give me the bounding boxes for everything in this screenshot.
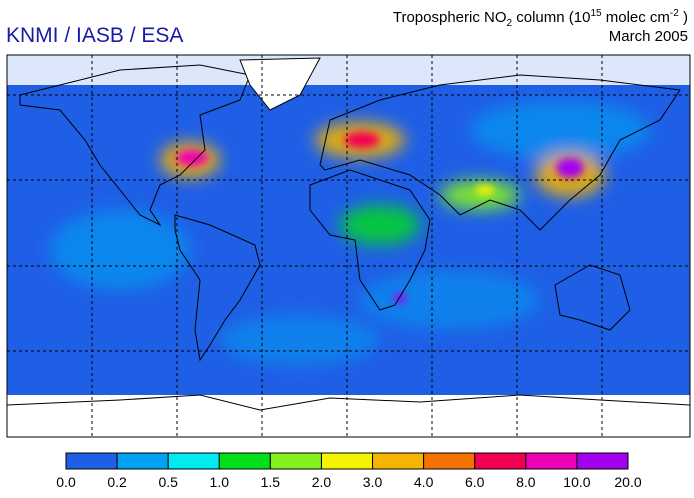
hotspots [176, 132, 584, 303]
credit: KNMI / IASB / ESA [6, 24, 183, 47]
colorbar-label: 10.0 [563, 474, 590, 490]
arctic-gap [7, 55, 690, 85]
colorbar-label: 20.0 [614, 474, 641, 490]
colorbar-swatch [474, 452, 527, 470]
field-patches [50, 100, 650, 365]
colorbar-swatch [218, 452, 271, 470]
colorbar-label: 0.5 [158, 474, 178, 490]
colorbar-label: 6.0 [465, 474, 485, 490]
map-frame [6, 54, 691, 438]
colorbar-swatch [423, 452, 476, 470]
colorbar-label: 0.0 [56, 474, 76, 490]
colorbar-swatch [116, 452, 169, 470]
colorbar-label: 4.0 [414, 474, 434, 490]
antarctic-gap [7, 395, 690, 437]
map [7, 55, 690, 437]
colorbar-label: 2.0 [312, 474, 332, 490]
colorbar-label: 1.5 [261, 474, 281, 490]
colorbar-swatch [167, 452, 220, 470]
map-date: March 2005 [609, 28, 688, 45]
colorbar-swatch [576, 452, 629, 470]
graticule [7, 55, 690, 437]
colorbar-swatch [372, 452, 425, 470]
colorbar: 0.0 0.2 0.5 1.0 1.5 2.0 3.0 4.0 6.0 8.0 10.0 20.0 [56, 452, 642, 490]
colorbar-label: 3.0 [363, 474, 383, 490]
colorbar-swatch [65, 452, 118, 470]
colorbar-swatch [269, 452, 322, 470]
colorbar-label: 1.0 [210, 474, 230, 490]
colorbar-swatch [320, 452, 374, 470]
map-title: Tropospheric NO2 column (1015 molec cm-2… [393, 8, 688, 29]
colorbar-label: 8.0 [516, 474, 536, 490]
coastlines [7, 57, 690, 411]
colorbar-label: 0.2 [107, 474, 127, 490]
colorbar-swatch [525, 452, 578, 470]
